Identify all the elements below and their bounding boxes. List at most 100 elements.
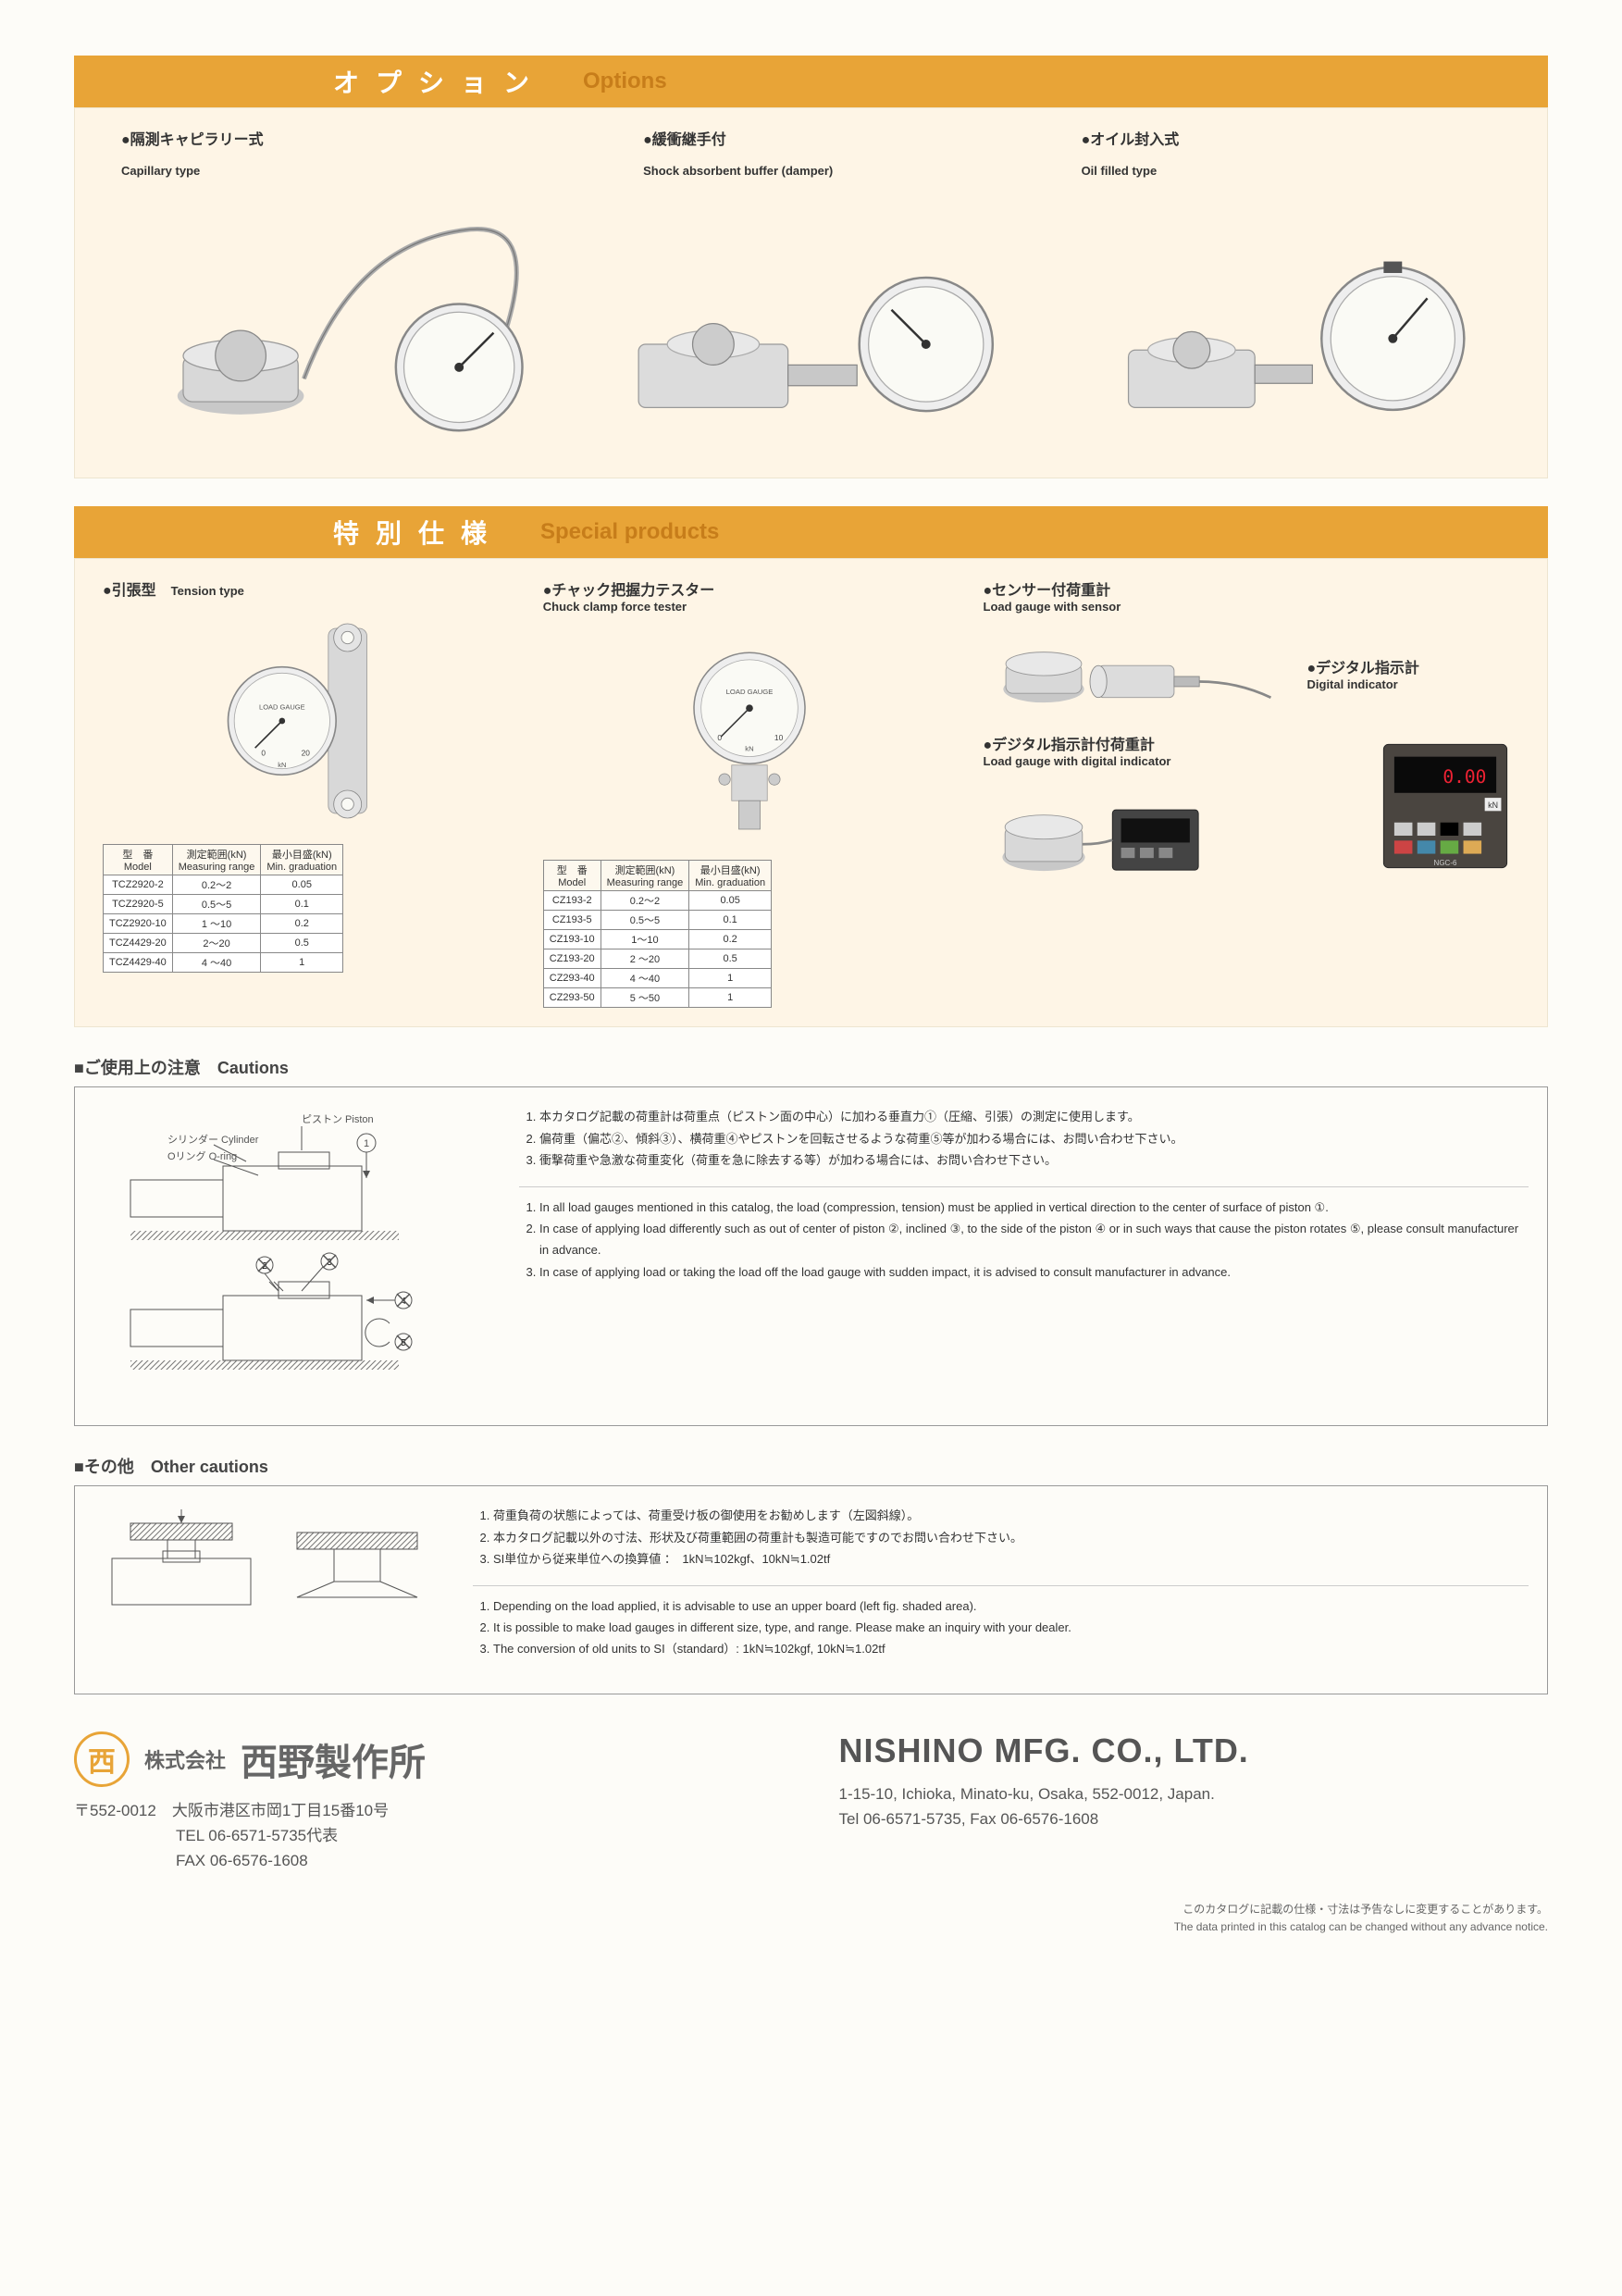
th2-range-jp: 測定範囲(kN) — [615, 865, 675, 876]
digload-en: Load gauge with digital indicator — [984, 754, 1353, 768]
list-item: SI単位から従来単位への換算値 ： 1kN≒102kgf、10kN≒1.02tf — [493, 1548, 1529, 1570]
options-title-en: Options — [583, 68, 667, 94]
option-oilfilled — [1059, 192, 1519, 450]
option1-en: Capillary type — [121, 164, 200, 178]
disclaimer: このカタログに記載の仕様・寸法は予告なしに変更することがあります。 The da… — [74, 1901, 1548, 1936]
list-item: 本カタログ記載以外の寸法、形状及び荷重範囲の荷重計も製造可能ですのでお問い合わせ… — [493, 1527, 1529, 1548]
svg-text:1: 1 — [364, 1138, 369, 1149]
other-text: 荷重負荷の状態によっては、荷重受け板の御使用をお勧めします（左図斜線）。本カタロ… — [473, 1505, 1529, 1674]
table-row: CZ293-404 ～401 — [543, 969, 771, 988]
th-model-jp: 型 番 — [122, 850, 153, 861]
table-row: TCZ4429-404 ～401 — [104, 953, 343, 973]
company-sub: 株式会社 — [144, 1744, 226, 1774]
svg-text:NGC-6: NGC-6 — [1434, 859, 1457, 867]
option-damper — [581, 192, 1041, 450]
th2-grad-jp: 最小目盛(kN) — [700, 865, 761, 876]
table-row: TCZ2920-101 ～100.2 — [104, 914, 343, 934]
capillary-illustration — [103, 192, 563, 450]
digind-en: Digital indicator — [1307, 677, 1419, 691]
option2-en: Shock absorbent buffer (damper) — [643, 164, 833, 178]
svg-text:0: 0 — [717, 733, 722, 742]
table-row: CZ193-50.5～50.1 — [543, 911, 771, 930]
svg-text:LOAD GAUGE: LOAD GAUGE — [725, 688, 773, 696]
special-body: ●引張型 Tension type LOAD GAUGE 0 20 — [74, 558, 1548, 1027]
footer-right: NISHINO MFG. CO., LTD. 1-15-10, Ichioka,… — [839, 1731, 1549, 1831]
tel-en: Tel 06-6571-5735, Fax 06-6576-1608 — [839, 1806, 1549, 1831]
catalog-page: オプション Options ●隔測キャピラリー式 Capillary type … — [0, 0, 1622, 2296]
sensor-jp: ●センサー付荷重計 — [984, 577, 1519, 600]
th2-model-jp: 型 番 — [557, 865, 588, 876]
options-body: ●隔測キャピラリー式 Capillary type ●緩衝継手付 Shock a… — [74, 107, 1548, 478]
svg-text:LOAD GAUGE: LOAD GAUGE — [259, 703, 305, 712]
special-title-jp: 特別仕様 — [333, 514, 503, 551]
options-header: オプション Options — [74, 56, 1548, 107]
list-item: 本カタログ記載の荷重計は荷重点（ピストン面の中心）に加わる垂直力①（圧縮、引張）… — [539, 1106, 1529, 1127]
cautions-header: ■ご使用上の注意 Cautions — [74, 1055, 1548, 1079]
cautions-box: ピストン Piston シリンダー Cylinder Oリング O-ring 1 — [74, 1086, 1548, 1426]
th-grad-en: Min. graduation — [266, 862, 337, 873]
list-item: In all load gauges mentioned in this cat… — [539, 1197, 1529, 1218]
list-item: 荷重負荷の状態によっては、荷重受け板の御使用をお勧めします（左図斜線）。 — [493, 1505, 1529, 1526]
chuck-illustration: LOAD GAUGE 0 10 kN — [657, 621, 842, 852]
th2-range-en: Measuring range — [607, 877, 684, 888]
fax-jp: FAX 06-6576-1608 — [74, 1848, 784, 1873]
disclaimer-jp: このカタログに記載の仕様・寸法は予告なしに変更することがあります。 — [74, 1901, 1548, 1918]
other-header: ■その他 Other cautions — [74, 1454, 1548, 1478]
svg-text:0.00: 0.00 — [1442, 766, 1486, 788]
company-name-jp: 西野製作所 — [241, 1732, 426, 1786]
special-title-en: Special products — [540, 519, 719, 545]
table-row: TCZ4429-202～200.5 — [104, 934, 343, 953]
digind-jp: ●デジタル指示計 — [1307, 655, 1419, 677]
list-item: 偏荷重（偏芯②、傾斜③）、横荷重④やピストンを回転させるような荷重⑤等が加わる場… — [539, 1128, 1529, 1149]
footer: 西 株式会社 西野製作所 〒552-0012 大阪市港区市岡1丁目15番10号 … — [74, 1731, 1548, 1874]
other-box: 荷重負荷の状態によっては、荷重受け板の御使用をお勧めします（左図斜線）。本カタロ… — [74, 1485, 1548, 1694]
label-oring: Oリング O-ring — [167, 1149, 237, 1162]
label-cylinder: シリンダー Cylinder — [167, 1133, 259, 1146]
addr-en: 1-15-10, Ichioka, Minato-ku, Osaka, 552-… — [839, 1781, 1549, 1806]
digital-indicator-illustration: 0.00 kN NGC-6 — [1371, 732, 1519, 880]
label-piston: ピストン Piston — [302, 1113, 374, 1125]
chuck-block: ●チャック把握力テスター Chuck clamp force tester LO… — [543, 577, 956, 1008]
option1-jp: ●隔測キャピラリー式 — [121, 127, 264, 149]
chuck-en: Chuck clamp force tester — [543, 600, 956, 614]
options-title-jp: オプション — [333, 63, 546, 100]
sensor-en: Load gauge with sensor — [984, 600, 1519, 614]
list-item: In case of applying load or taking the l… — [539, 1261, 1529, 1283]
tel-jp: TEL 06-6571-5735代表 — [74, 1823, 784, 1848]
th2-grad-en: Min. graduation — [695, 877, 765, 888]
digload-jp: ●デジタル指示計付荷重計 — [984, 732, 1353, 754]
table-row: TCZ2920-50.5～50.1 — [104, 895, 343, 914]
company-name-en: NISHINO MFG. CO., LTD. — [839, 1731, 1549, 1770]
option3-jp: ●オイル封入式 — [1082, 127, 1180, 149]
cautions-text: 本カタログ記載の荷重計は荷重点（ピストン面の中心）に加わる垂直力①（圧縮、引張）… — [519, 1106, 1529, 1407]
damper-illustration — [581, 192, 1041, 450]
th-model-en: Model — [124, 862, 152, 873]
chuck-jp: ●チャック把握力テスター — [543, 577, 956, 600]
table-row: CZ293-505 ～501 — [543, 988, 771, 1008]
right-column: ●センサー付荷重計 Load gauge with sensor ●デジ — [984, 577, 1519, 1008]
th-range-en: Measuring range — [179, 862, 255, 873]
svg-text:kN: kN — [745, 745, 753, 753]
chuck-spec-table: 型 番Model 測定範囲(kN)Measuring range 最小目盛(kN… — [543, 860, 772, 1008]
table-row: CZ193-101～100.2 — [543, 930, 771, 949]
option2-jp: ●緩衝継手付 — [643, 127, 726, 149]
th-grad-jp: 最小目盛(kN) — [272, 850, 332, 861]
disclaimer-en: The data printed in this catalog can be … — [74, 1918, 1548, 1936]
postal: 〒552-0012 大阪市港区市岡1丁目15番10号 — [74, 1798, 784, 1823]
tension-illustration: LOAD GAUGE 0 20 kN — [207, 605, 411, 837]
list-item: The conversion of old units to SI（standa… — [493, 1638, 1529, 1659]
list-item: In case of applying load differently suc… — [539, 1218, 1529, 1261]
table-row: CZ193-20.2～20.05 — [543, 891, 771, 911]
oilfilled-illustration — [1059, 192, 1519, 450]
svg-text:0: 0 — [261, 749, 266, 758]
svg-text:20: 20 — [302, 749, 311, 758]
tension-jp: ●引張型 — [103, 577, 156, 600]
option3-en: Oil filled type — [1082, 164, 1158, 178]
other-diagram — [93, 1505, 445, 1674]
table-row: TCZ2920-20.2～20.05 — [104, 875, 343, 895]
digital-load-illustration — [984, 776, 1224, 896]
svg-text:kN: kN — [1488, 800, 1498, 810]
cautions-diagram: ピストン Piston シリンダー Cylinder Oリング O-ring 1 — [93, 1106, 491, 1407]
company-logo: 西 — [74, 1731, 130, 1787]
list-item: 衝撃荷重や急激な荷重変化（荷重を急に除去する等）が加わる場合には、お問い合わせ下… — [539, 1149, 1529, 1171]
